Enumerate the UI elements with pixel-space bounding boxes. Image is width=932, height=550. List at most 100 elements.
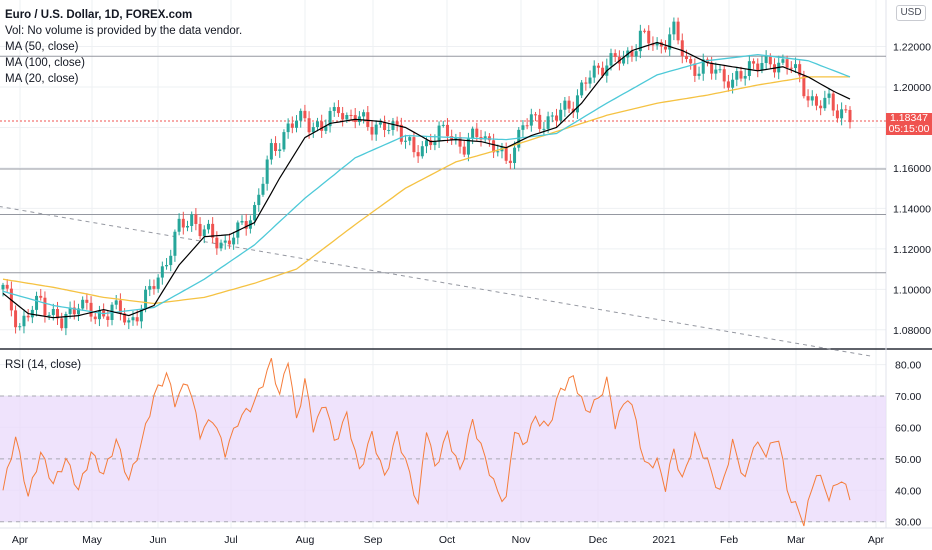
time-tick-label: Jul <box>224 534 237 546</box>
price-tick-label: 1.12000 <box>893 244 931 256</box>
candle-body <box>156 277 160 289</box>
candle-body <box>286 123 290 133</box>
candle-body <box>529 114 533 126</box>
candle-body <box>475 128 479 137</box>
candle-body <box>219 242 223 249</box>
ma20-legend[interactable]: MA (20, close) <box>5 73 79 85</box>
candle-body <box>349 114 353 116</box>
candle-body <box>240 221 244 223</box>
candle-body <box>496 151 500 153</box>
candle-body <box>68 307 72 314</box>
ma100-legend[interactable]: MA (100, close) <box>5 57 85 69</box>
candle-body <box>118 300 122 314</box>
candle-body <box>185 225 189 228</box>
candle-body <box>303 110 307 119</box>
candle-body <box>223 240 227 243</box>
candle-body <box>550 115 554 117</box>
time-tick-label: May <box>82 534 103 546</box>
candle-body <box>307 118 311 133</box>
candle-body <box>269 143 273 160</box>
candle-body <box>655 42 659 46</box>
candle-body <box>622 57 626 64</box>
price-tick-label: 1.08000 <box>893 325 931 337</box>
candle-body <box>462 146 466 155</box>
candle-body <box>253 205 257 221</box>
candle-body <box>64 313 68 329</box>
candle-body <box>387 129 391 131</box>
candle-body <box>609 53 613 66</box>
candle-body <box>752 61 756 64</box>
price-axis[interactable]: 1.220001.200001.180001.160001.140001.120… <box>893 42 931 529</box>
candle-body <box>89 302 93 317</box>
candle-body <box>793 64 797 69</box>
candle-body <box>56 309 60 319</box>
candle-body <box>123 313 127 323</box>
candle-body <box>743 76 747 79</box>
candle-body <box>827 93 831 98</box>
candle-body <box>764 55 768 64</box>
time-tick-label: Nov <box>512 534 531 546</box>
candle-body <box>668 34 672 50</box>
ma50-legend[interactable]: MA (50, close) <box>5 41 79 53</box>
time-tick-label: Dec <box>589 534 608 546</box>
candle-body <box>232 237 236 245</box>
candle-body <box>768 55 772 65</box>
candle-body <box>378 122 382 125</box>
candle-body <box>760 63 764 71</box>
rsi-line <box>2 358 851 527</box>
candle-body <box>806 96 810 101</box>
ma20-line <box>2 41 851 319</box>
candle-body <box>152 286 156 289</box>
candle-body <box>471 128 475 139</box>
candle-body <box>425 140 428 147</box>
symbol-title[interactable]: Euro / U.S. Dollar, 1D, FOREX.com <box>5 9 193 21</box>
candle-body <box>437 125 441 142</box>
candle-body <box>840 109 844 119</box>
time-axis[interactable]: Apr May Jun Jul Aug Sep Oct Nov Dec 2021 Feb Mar Apr <box>12 534 885 546</box>
candle-body <box>680 40 684 57</box>
rsi-legend[interactable]: RSI (14, close) <box>5 359 82 371</box>
candle-body <box>412 137 416 153</box>
time-tick-label: Jun <box>150 534 167 546</box>
candle-body <box>664 46 668 50</box>
candle-body <box>693 63 697 76</box>
rsi-tick-label: 30.00 <box>895 517 921 529</box>
candle-body <box>282 132 286 150</box>
candle-body <box>559 109 563 121</box>
candle-body <box>60 318 64 329</box>
candle-body <box>441 124 445 126</box>
candle-body <box>513 147 517 164</box>
candle-body <box>30 309 34 318</box>
candle-body <box>819 105 823 109</box>
candle-body <box>735 71 739 80</box>
candle-body <box>756 63 760 71</box>
volume-note: Vol: No volume is provided by the data v… <box>5 25 243 37</box>
candle-body <box>684 56 688 60</box>
bar-countdown: 05:15:00 <box>888 123 930 135</box>
candle-body <box>701 59 705 74</box>
candle-body <box>831 93 835 111</box>
candle-body <box>324 126 328 131</box>
candle-body <box>72 307 76 315</box>
time-tick-label: Aug <box>296 534 315 546</box>
candle-body <box>211 223 215 238</box>
candle-body <box>395 121 399 125</box>
candle-body <box>97 310 101 320</box>
candle-body <box>483 136 487 140</box>
candle-body <box>634 51 638 57</box>
rsi-band <box>0 395 886 523</box>
candle-body <box>144 289 148 310</box>
currency-selector[interactable]: USD <box>896 5 926 21</box>
candle-body <box>5 284 9 289</box>
candle-body <box>206 223 210 230</box>
candle-body <box>227 240 231 245</box>
candle-body <box>408 137 412 141</box>
candle-body <box>554 115 558 121</box>
candle-body <box>710 62 714 74</box>
candle-body <box>362 112 366 117</box>
candle-body <box>588 77 592 84</box>
candle-body <box>781 59 785 63</box>
ma50-line <box>2 53 851 315</box>
candle-body <box>647 30 651 44</box>
